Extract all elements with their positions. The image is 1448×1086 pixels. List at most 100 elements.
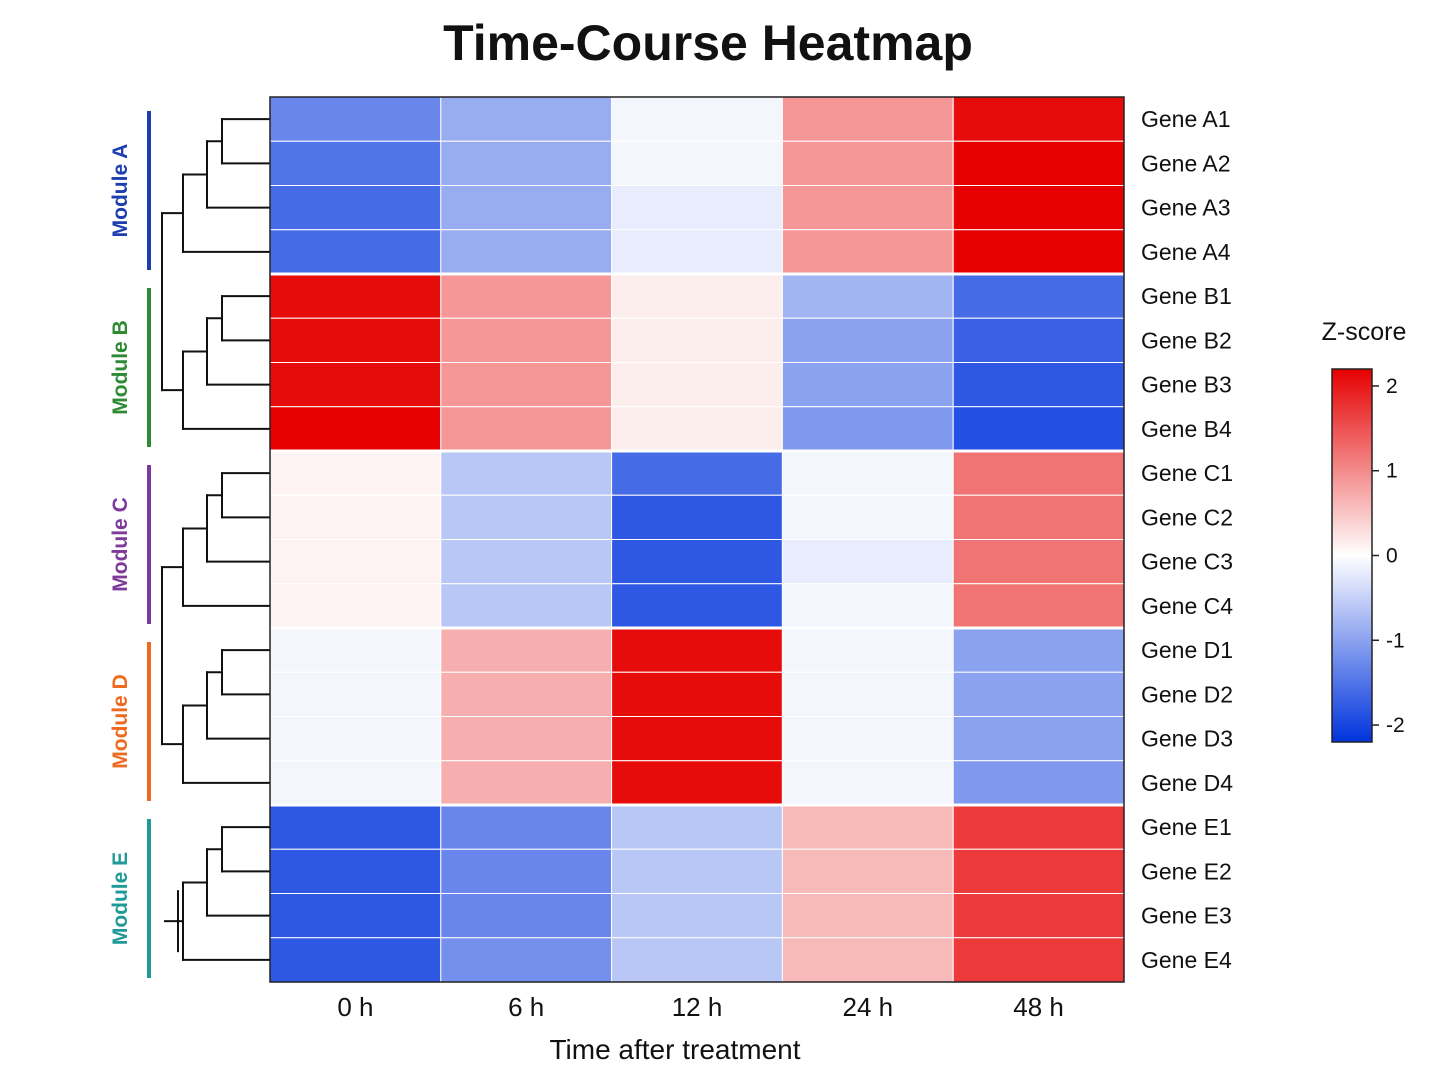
time-label: 12 h — [672, 992, 723, 1022]
heatmap-cell — [440, 804, 613, 850]
heatmap-cell — [440, 494, 613, 540]
heatmap-cell — [952, 804, 1125, 850]
heatmap-cell — [781, 317, 954, 363]
gene-label: Gene A3 — [1141, 195, 1231, 221]
heatmap-cell — [269, 627, 442, 673]
heatmap-cell — [952, 848, 1125, 894]
heatmap-cell — [269, 140, 442, 186]
heatmap-cell — [611, 273, 783, 319]
gene-label: Gene C4 — [1141, 593, 1233, 619]
gene-label: Gene B4 — [1141, 416, 1232, 442]
module-annotations: Module A Module B Module C Module D Module E — [109, 111, 151, 978]
heatmap-cell — [781, 937, 954, 983]
heatmap-cell — [440, 937, 613, 983]
heatmap-cell — [440, 583, 613, 629]
colorbar-tick-label: -2 — [1386, 714, 1405, 737]
heatmap-cell — [952, 760, 1125, 806]
heatmap-cell — [269, 937, 442, 983]
colorbar-tick-label: 1 — [1386, 460, 1398, 483]
gene-label: Gene C3 — [1141, 549, 1233, 575]
colorbar — [1331, 368, 1373, 743]
gene-label: Gene C2 — [1141, 504, 1233, 530]
heatmap-cell — [611, 760, 783, 806]
heatmap-cell — [781, 627, 954, 673]
heatmap-cell — [440, 317, 613, 363]
heatmap-cell — [611, 848, 783, 894]
gene-label: Gene D4 — [1141, 770, 1233, 796]
heatmap-cell — [781, 671, 954, 717]
heatmap-cell — [611, 671, 783, 717]
heatmap-cell — [952, 893, 1125, 939]
time-label: 6 h — [508, 992, 544, 1022]
gene-label: Gene B1 — [1141, 283, 1232, 309]
heatmap-cell — [611, 716, 783, 762]
heatmap-cell — [781, 760, 954, 806]
heatmap-cells — [269, 96, 1125, 983]
chart-title: Time-Course Heatmap — [443, 15, 973, 71]
time-labels: 0 h 6 h 12 h 24 h 48 h — [337, 992, 1064, 1022]
heatmap-cell — [440, 716, 613, 762]
heatmap-cell — [611, 804, 783, 850]
colorbar-legend: Z-score 2 1 0 -1 -2 — [1322, 318, 1406, 743]
heatmap-border — [269, 96, 1125, 983]
heatmap-cell — [611, 627, 783, 673]
heatmap-cell — [440, 539, 613, 585]
gene-label: Gene E1 — [1141, 814, 1232, 840]
heatmap-cell — [269, 406, 442, 452]
heatmap-cell — [611, 317, 783, 363]
heatmap-cell — [781, 406, 954, 452]
heatmap-cell — [952, 716, 1125, 762]
module-label: Module A — [109, 144, 132, 238]
heatmap-cell — [952, 273, 1125, 319]
heatmap-cell — [611, 450, 783, 496]
heatmap-cell — [781, 362, 954, 408]
heatmap-cell — [269, 716, 442, 762]
colorbar-tick-label: -1 — [1386, 629, 1405, 652]
heatmap-cell — [269, 96, 442, 142]
heatmap-cell — [611, 229, 783, 275]
heatmap-cell — [952, 450, 1125, 496]
heatmap-cell — [269, 893, 442, 939]
colorbar-tick-label: 2 — [1386, 375, 1398, 398]
gene-label: Gene A1 — [1141, 106, 1231, 132]
module-label: Module E — [109, 852, 132, 945]
heatmap-cell — [952, 185, 1125, 231]
heatmap-cell — [611, 406, 783, 452]
heatmap-cell — [611, 96, 783, 142]
heatmap-cell — [440, 671, 613, 717]
time-label: 0 h — [337, 992, 373, 1022]
time-label: 24 h — [842, 992, 893, 1022]
heatmap-cell — [269, 671, 442, 717]
heatmap-cell — [611, 937, 783, 983]
heatmap-cell — [952, 96, 1125, 142]
gene-label: Gene A2 — [1141, 150, 1231, 176]
heatmap-cell — [269, 362, 442, 408]
heatmap-cell — [611, 494, 783, 540]
heatmap-cell — [952, 406, 1125, 452]
heatmap-cell — [952, 671, 1125, 717]
heatmap-cell — [781, 539, 954, 585]
heatmap-cell — [269, 229, 442, 275]
heatmap-cell — [781, 893, 954, 939]
heatmap-cell — [269, 804, 442, 850]
heatmap-cell — [269, 848, 442, 894]
heatmap-cell — [781, 450, 954, 496]
gene-label: Gene B3 — [1141, 372, 1232, 398]
gene-labels: Gene A1 Gene A2 Gene A3 Gene A4 Gene B1 Gene … — [1141, 106, 1233, 973]
module-label: Module D — [109, 674, 132, 769]
heatmap-cell — [781, 583, 954, 629]
heatmap-cell — [440, 362, 613, 408]
heatmap-cell — [269, 760, 442, 806]
heatmap-cell — [269, 583, 442, 629]
heatmap-cell — [440, 185, 613, 231]
row-dendrogram — [161, 118, 271, 961]
gene-label: Gene C1 — [1141, 460, 1233, 486]
heatmap-cell — [611, 539, 783, 585]
time-label: 48 h — [1013, 992, 1064, 1022]
heatmap-cell — [952, 627, 1125, 673]
heatmap-cell — [781, 273, 954, 319]
heatmap-cell — [781, 185, 954, 231]
heatmap-cell — [440, 893, 613, 939]
heatmap-cell — [269, 539, 442, 585]
module-label: Module B — [109, 320, 132, 415]
